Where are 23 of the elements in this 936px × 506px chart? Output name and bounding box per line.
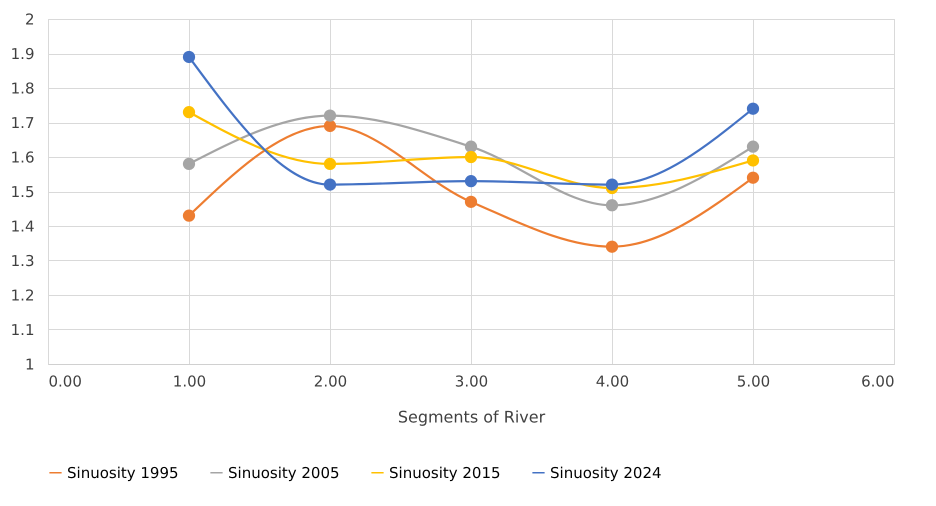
y-tick-label: 1.2 — [10, 286, 34, 304]
y-tick-label: 1 — [24, 356, 34, 374]
y-tick-label: 1.1 — [10, 321, 34, 339]
y-tick-label: 2 — [24, 10, 34, 28]
legend-label: Sinuosity 2015 — [389, 464, 501, 482]
y-tick-label: 1.6 — [10, 148, 34, 166]
y-tick-label: 1.4 — [10, 218, 34, 236]
y-tick-label: 1.3 — [10, 252, 34, 270]
y-tick-label: 1.5 — [10, 183, 34, 201]
legend-label: Sinuosity 2024 — [550, 464, 662, 482]
x-tick-label: 6.00 — [861, 372, 894, 390]
x-tick-label: 0.00 — [48, 372, 82, 390]
x-tick-label: 5.00 — [736, 372, 770, 390]
x-tick-label: 4.00 — [596, 372, 630, 390]
x-tick-label: 2.00 — [314, 372, 348, 390]
x-tick-label: 3.00 — [454, 372, 488, 390]
x-tick-label: 1.00 — [172, 372, 206, 390]
y-tick-label: 1.8 — [10, 80, 34, 98]
legend-label: Sinuosity 2005 — [228, 464, 340, 482]
y-tick-label: 1.9 — [10, 45, 34, 63]
x-axis-title: Segments of River — [398, 408, 546, 426]
legend-label: Sinuosity 1995 — [67, 464, 179, 482]
y-tick-label: 1.7 — [10, 114, 34, 132]
